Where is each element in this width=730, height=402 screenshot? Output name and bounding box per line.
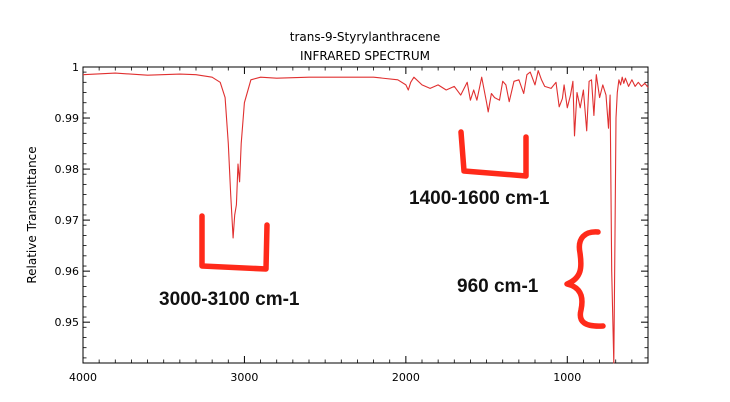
x-tick-label: 4000 [69, 371, 97, 384]
spectrum-line [82, 70, 649, 364]
y-tick-label: 0.99 [55, 112, 80, 125]
marker-bracket-3000 [199, 213, 270, 272]
x-tick-label: 1000 [553, 371, 581, 384]
axis-tick-labels: 1 0.99 0.98 0.97 0.96 0.95 4000 3000 2000 1000 [55, 61, 582, 384]
x-tick-label: 2000 [392, 371, 420, 384]
marker-brace-960 [564, 229, 606, 329]
marker-bracket-1400 [458, 129, 529, 179]
x-tick-label: 3000 [230, 371, 258, 384]
annotation-3000-3100: 3000-3100 cm-1 [159, 289, 300, 310]
chart-title: trans-9-Styrylanthracene [290, 30, 440, 44]
plot-frame [82, 66, 649, 364]
chart-subtitle: INFRARED SPECTRUM [300, 49, 430, 63]
y-tick-label: 0.96 [55, 265, 80, 278]
y-axis-label: Relative Transmittance [25, 146, 39, 283]
y-tick-label: 0.97 [55, 214, 80, 227]
y-tick-label: 1 [72, 61, 79, 74]
annotation-1400-1600: 1400-1600 cm-1 [409, 188, 550, 209]
y-tick-label: 0.95 [55, 316, 80, 329]
y-tick-label: 0.98 [55, 163, 80, 176]
annotation-960: 960 cm-1 [457, 276, 539, 297]
axis-ticks [82, 66, 649, 363]
